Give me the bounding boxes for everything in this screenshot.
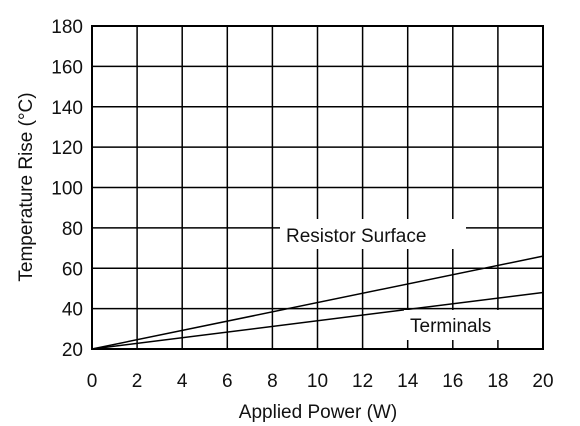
x-tick-label: 14 <box>397 371 419 392</box>
x-axis-label: Applied Power (W) <box>239 402 397 423</box>
series-label-background <box>280 219 466 249</box>
x-tick-label: 4 <box>177 371 188 392</box>
x-tick-label: 16 <box>442 371 463 392</box>
x-tick-label: 10 <box>307 371 328 392</box>
series-line-terminals <box>91 291 544 350</box>
x-tick-label: 6 <box>222 371 233 392</box>
x-tick-label: 12 <box>352 371 373 392</box>
y-tick-label: 40 <box>62 300 83 321</box>
y-tick-label: 140 <box>51 98 83 119</box>
series-labels: Resistor Surface Terminals <box>280 219 522 340</box>
y-axis-ticks: 20 40 60 80 100 120 140 160 180 <box>51 17 83 361</box>
y-tick-label: 100 <box>51 179 83 200</box>
x-tick-label: 8 <box>267 371 278 392</box>
series-line-resistor-surface <box>91 255 544 350</box>
y-tick-label: 180 <box>51 17 83 38</box>
y-tick-label: 20 <box>62 340 83 361</box>
y-tick-label: 80 <box>62 219 83 240</box>
x-tick-label: 20 <box>532 371 553 392</box>
x-axis-ticks: 0 2 4 6 8 10 12 14 16 18 20 <box>87 371 554 392</box>
y-tick-label: 120 <box>51 138 83 159</box>
plot-area-frame <box>91 25 544 350</box>
x-tick-label: 2 <box>132 371 143 392</box>
y-tick-label: 160 <box>51 57 83 78</box>
series-layer <box>91 255 544 350</box>
series-label-background <box>404 310 522 340</box>
y-tick-label: 60 <box>62 259 83 280</box>
x-tick-label: 18 <box>487 371 508 392</box>
y-axis-label: Temperature Rise (°C) <box>16 92 37 281</box>
series-label-terminals: Terminals <box>410 316 491 337</box>
x-tick-label: 0 <box>87 371 98 392</box>
series-label-resistor-surface: Resistor Surface <box>286 226 426 247</box>
